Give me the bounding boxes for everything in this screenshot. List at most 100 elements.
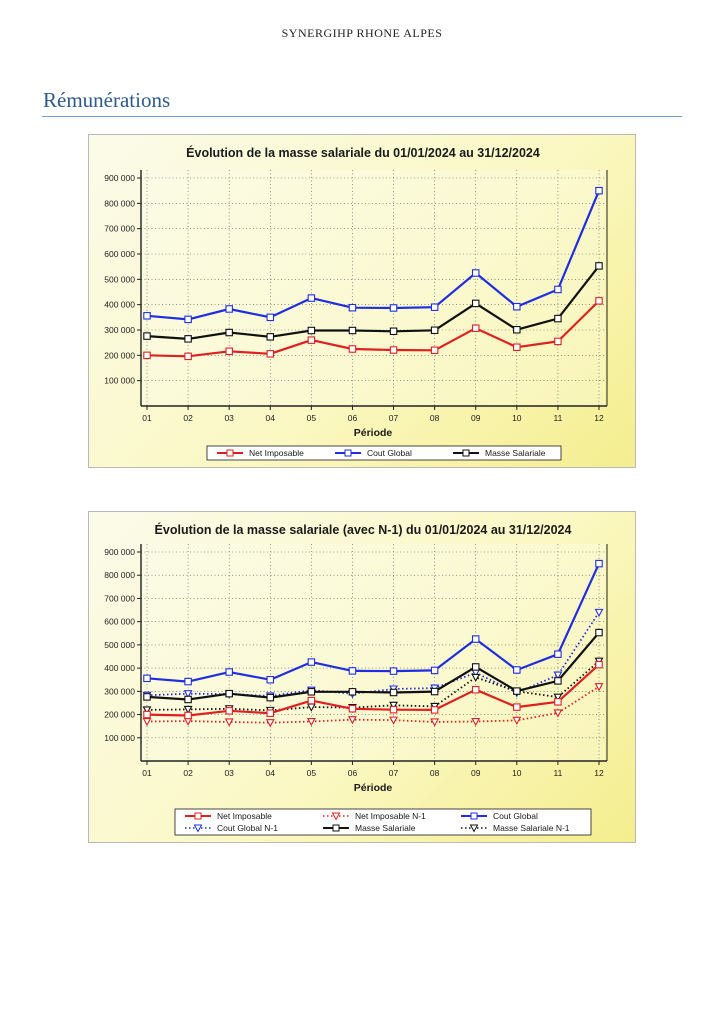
chart-2-plot-area: [141, 544, 605, 761]
chart-2-xtick-label: 09: [471, 768, 481, 778]
chart-1-xtick-label: 09: [471, 413, 481, 423]
chart-2-series-3-point: [594, 608, 604, 618]
chart-2-ytick-label: 700 000: [104, 593, 135, 603]
chart-2-xtick-label: 11: [553, 768, 562, 778]
chart-2-series-5-point: [183, 705, 193, 715]
chart-2-series-2-point: [513, 666, 521, 674]
chart-1-legend-label-2: Masse Salariale: [485, 448, 546, 458]
chart-2-xtick-label: 02: [183, 768, 193, 778]
chart-2-series-3-point: [183, 690, 193, 699]
chart-2-xtick-label: 06: [348, 768, 358, 778]
chart-1-series-0-point: [471, 324, 480, 332]
chart-1-legend-marker-2: [462, 449, 470, 457]
chart-2-x-axis-label: Période: [354, 782, 393, 794]
chart-2-series-4-point: [389, 688, 398, 697]
chart-1-series-2-point: [554, 314, 562, 323]
chart-2-series-0-point: [307, 696, 316, 705]
chart-2-series-1-point: [553, 709, 563, 718]
chart-1-xtick-label: 07: [389, 413, 399, 423]
chart-1-series-2-point: [143, 332, 151, 340]
chart-2-series-4-point: [595, 628, 603, 637]
chart-2-ytick-label: 500 000: [104, 640, 135, 650]
chart-2-series-2-point: [307, 658, 316, 666]
chart-1-series-2-point: [307, 326, 316, 335]
chart-2-legend-label-3: Cout Global N-1: [217, 823, 278, 833]
chart-2-series-1-point: [471, 717, 481, 727]
chart-2-series-5-point: [389, 701, 398, 710]
chart-2-series-2-point: [225, 668, 233, 676]
chart-1-legend-label-0: Net Imposable: [249, 448, 304, 458]
chart-1-series-0-point: [554, 337, 562, 346]
chart-1-series-0-point: [143, 351, 151, 360]
chart-1-series-2-point: [389, 327, 398, 336]
chart-2-series-1-point: [265, 719, 275, 728]
chart-1-series-1-point: [513, 302, 521, 311]
chart-2-series-0-point: [143, 710, 151, 719]
chart-1-series-2-point: [471, 299, 480, 308]
chart-2-series-5-point: [471, 673, 481, 683]
chart-2-ytick-label: 400 000: [104, 663, 135, 673]
chart-1-series-0-point: [184, 352, 192, 361]
chart-1-xtick-label: 11: [553, 413, 562, 423]
chart-2-series-1-point: [348, 716, 357, 725]
chart-2-xtick-label: 10: [512, 768, 522, 778]
chart-2-series-0-point: [513, 703, 521, 711]
chart-1-series-0-point: [513, 343, 521, 351]
chart-1-series-2-point: [184, 335, 192, 343]
chart-1-series-0-point: [595, 297, 603, 305]
chart-2-series-4-point: [471, 663, 480, 671]
chart-2-series-0-point: [184, 711, 192, 720]
chart-2-series-2-point: [471, 635, 480, 643]
chart-1-series-0-point: [389, 346, 398, 354]
chart-2-series-4-point: [307, 688, 316, 696]
chart-1-ytick-label: 600 000: [104, 249, 135, 259]
chart-1-xtick-label: 01: [142, 413, 152, 423]
chart-2-ytick-label: 300 000: [104, 686, 135, 696]
chart-2-series-0-point: [225, 707, 233, 715]
chart-1-legend-label-1: Cout Global: [367, 448, 412, 458]
chart-1-series-1-point: [225, 305, 233, 313]
chart-2-series-1-point: [224, 718, 234, 727]
chart-1-series-2-point: [513, 325, 521, 334]
chart-2-series-2-point: [430, 666, 439, 675]
chart-2-series-2-point: [184, 677, 192, 686]
chart-2-series-4-point: [266, 693, 275, 702]
chart-2-series-4-point: [143, 693, 151, 701]
chart-2-series-0-point: [471, 685, 480, 694]
chart-1-title: Évolution de la masse salariale du 01/01…: [186, 145, 540, 160]
chart-2-series-4-point: [430, 687, 439, 696]
chart-2: Évolution de la masse salariale (avec N-…: [104, 522, 608, 836]
chart-panel-1: Évolution de la masse salariale du 01/01…: [88, 134, 636, 468]
chart-1-series-1-point: [266, 313, 275, 322]
chart-1-series-1-point: [184, 315, 192, 324]
chart-1-series-2-line: [146, 265, 600, 340]
chart-2-xtick-label: 04: [266, 768, 276, 778]
chart-2-xtick-label: 05: [307, 768, 317, 778]
chart-2-legend-marker-0: [194, 812, 202, 820]
chart-2-series-4-point: [554, 677, 562, 685]
chart-1-ytick-label: 200 000: [104, 350, 135, 360]
chart-2-xtick-label: 12: [594, 768, 604, 778]
chart-2-legend-label-0: Net Imposable: [217, 811, 272, 821]
chart-2-series-3-point: [553, 671, 563, 680]
chart-2-series-0-point: [348, 705, 357, 713]
chart-2-ytick-label: 900 000: [104, 547, 135, 557]
chart-1-xtick-label: 03: [224, 413, 234, 423]
chart-2-series-2-point: [266, 675, 275, 684]
chart-2-series-2-point: [595, 559, 603, 568]
chart-2-xtick-label: 08: [430, 768, 440, 778]
chart-1: Évolution de la masse salariale du 01/01…: [104, 145, 608, 461]
chart-1-ytick-label: 300 000: [104, 325, 135, 335]
chart-1-x-axis-label: Période: [354, 427, 393, 439]
chart-2-series-2-line: [146, 563, 601, 683]
chart-2-series-0-point: [266, 709, 275, 717]
chart-2-series-1-point: [306, 717, 316, 727]
chart-2-series-2-point: [554, 650, 562, 658]
chart-2-series-1-point: [594, 683, 604, 692]
chart-1-ytick-label: 100 000: [104, 376, 135, 386]
chart-1-ytick-label: 400 000: [104, 300, 135, 310]
chart-1-series-0-point: [307, 336, 316, 344]
chart-2-series-5-point: [553, 693, 563, 702]
chart-1-series-2-point: [266, 333, 275, 341]
chart-2-series-1-point: [389, 716, 398, 725]
